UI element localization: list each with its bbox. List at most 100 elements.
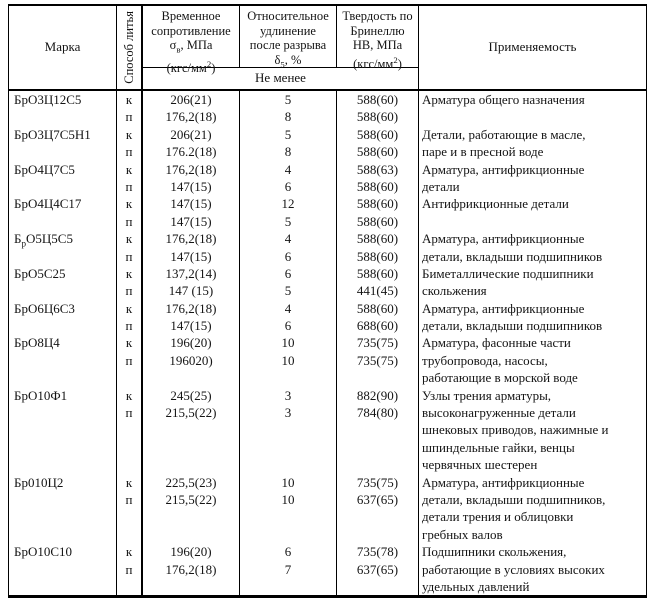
grade-cell <box>9 247 117 265</box>
cast-method-cell: к <box>117 334 143 352</box>
cast-method-cell: к <box>117 386 143 405</box>
hardness-cell: 735(75) <box>337 351 419 370</box>
cast-method-cell <box>117 369 143 387</box>
application-cell: Арматура общего назначения <box>422 92 585 107</box>
hardness-cell <box>337 421 419 439</box>
elongation-cell: 8 <box>240 143 337 161</box>
table-row: п 147(15) 6 588(60) детали, вкладыши подшипн… <box>9 247 646 265</box>
elongation-cell: 4 <box>240 230 337 254</box>
cast-method-cell: к <box>117 543 143 561</box>
header-line: σв, МПа <box>169 38 213 55</box>
grade-cell <box>9 317 117 335</box>
hardness-cell: 735(75) <box>337 334 419 352</box>
cast-method-cell: к <box>117 473 143 491</box>
grade-cell <box>9 108 117 126</box>
application-cell: гребных валов <box>422 526 503 542</box>
table-row: п 176,2(18) 8 588(60) <box>9 108 646 126</box>
table-row: шнековых приводов, нажимные и <box>9 421 646 439</box>
application-cell: удельных давлений <box>422 578 530 594</box>
header-line: Временное <box>161 9 221 23</box>
tensile-cell: 176,2(18) <box>143 230 240 254</box>
cast-method-cell: п <box>117 490 143 509</box>
tensile-cell: 196020) <box>143 351 240 370</box>
tensile-cell: 176,2(18) <box>143 560 240 578</box>
hardness-cell: 588(60) <box>337 195 419 213</box>
application-cell <box>419 108 646 125</box>
tensile-cell: 147(15) <box>143 317 240 335</box>
grade-cell <box>9 577 117 596</box>
cast-method-cell: к <box>117 195 143 213</box>
elongation-cell <box>240 577 337 596</box>
grade-cell: БрО10Ф1 <box>9 386 117 405</box>
elongation-cell: 4 <box>240 160 337 178</box>
elongation-cell: 5 <box>240 212 337 231</box>
table-row: БрО4Ц7С5 к 176,2(18) 4 588(63) Арматура, анти… <box>9 160 646 178</box>
table-row: БрО3Ц12С5 к 206(21) 5 588(60) Арматура общего… <box>9 91 646 109</box>
alloy-properties-table: Марка Способ литья Временное сопротивлени… <box>8 4 647 599</box>
header-line: δ5, % <box>274 52 302 70</box>
cast-method-cell: к <box>117 264 143 283</box>
cast-method-cell <box>117 577 143 596</box>
hardness-cell: 588(60) <box>337 299 419 318</box>
elongation-cell <box>240 525 337 544</box>
application-cell: Арматура, антифрикционные <box>422 161 585 177</box>
tensile-cell: 176.2(18) <box>143 143 240 161</box>
application-cell: Арматура, антифрикционные <box>422 300 585 316</box>
application-cell: Детали, работающие в масле, <box>422 126 586 142</box>
elongation-cell: 5 <box>240 91 337 109</box>
elongation-cell: 10 <box>240 334 337 352</box>
table-row: БрО10Ф1 к 245(25) 3 882(90) Узлы трения армат… <box>9 386 646 405</box>
hardness-cell: 588(60) <box>337 230 419 254</box>
hardness-cell: 637(65) <box>337 490 419 509</box>
tensile-cell <box>143 369 240 387</box>
table-row: п 147(15) 5 588(60) <box>9 212 646 231</box>
table-row: БрО5Ц5С5 к 176,2(18) 4 588(60) Арматура, анти… <box>9 230 646 254</box>
elongation-cell: 6 <box>240 264 337 283</box>
grade-cell <box>9 351 117 370</box>
table-row: работающие в морской воде <box>9 369 646 387</box>
hardness-cell: 588(60) <box>337 212 419 231</box>
hardness-cell: 882(90) <box>337 386 419 405</box>
cast-method-cell: к <box>117 160 143 178</box>
cast-method-cell <box>117 421 143 439</box>
col-header-tensile-strength: Временное сопротивление σв, МПа (кгс/мм2) <box>143 6 240 75</box>
table-row: п 147(15) 6 688(60) детали, вкладыши подшипн… <box>9 317 646 335</box>
tensile-cell: 176,2(18) <box>143 299 240 318</box>
application-cell <box>419 213 646 230</box>
table-header: Марка Способ литья Временное сопротивлени… <box>9 6 646 91</box>
application-cell: высоконагруженные детали <box>422 405 576 421</box>
application-cell: шнековых приводов, нажимные и <box>422 422 609 438</box>
application-cell: Подшипники скольжения, <box>422 544 567 560</box>
table-row: п 196020) 10 735(75) трубопровода, насосы, <box>9 351 646 370</box>
table-row: БрО8Ц4 к 196(20) 10 735(75) Арматура, фасонны… <box>9 334 646 352</box>
grade-cell <box>9 177 117 196</box>
table-row: п 215,5(22) 10 637(65) детали, вкладыши подш… <box>9 490 646 509</box>
hardness-cell: 637(65) <box>337 560 419 578</box>
tensile-cell <box>143 456 240 474</box>
grade-cell: БрО8Ц4 <box>9 334 117 352</box>
elongation-cell: 6 <box>240 543 337 561</box>
elongation-cell: 10 <box>240 351 337 370</box>
tensile-cell: 215,5(22) <box>143 404 240 422</box>
tensile-cell <box>143 525 240 544</box>
header-line: (кгс/мм2) <box>166 59 216 76</box>
grade-cell <box>9 369 117 387</box>
application-cell: детали трения и облицовки <box>422 509 574 525</box>
elongation-cell: 5 <box>240 125 337 144</box>
grade-cell <box>9 212 117 231</box>
grade-cell: БрО3Ц7С5Н1 <box>9 125 117 144</box>
hardness-cell: 588(60) <box>337 108 419 126</box>
cast-method-cell <box>117 438 143 457</box>
grade-cell <box>9 508 117 526</box>
application-cell: Антифрикционные детали <box>422 196 569 212</box>
hardness-cell: 735(75) <box>337 473 419 491</box>
hardness-cell: 688(60) <box>337 317 419 335</box>
grade-cell: БрО5Ц5С5 <box>9 230 117 254</box>
hardness-cell: 441(45) <box>337 282 419 300</box>
application-cell: детали <box>422 178 460 194</box>
cast-method-vertical-label: Способ литья <box>121 11 136 84</box>
grade-cell: БрО3Ц12С5 <box>9 91 117 109</box>
application-cell: червячных шестерен <box>422 457 538 473</box>
cast-method-cell: п <box>117 247 143 265</box>
hardness-cell: 588(60) <box>337 143 419 161</box>
